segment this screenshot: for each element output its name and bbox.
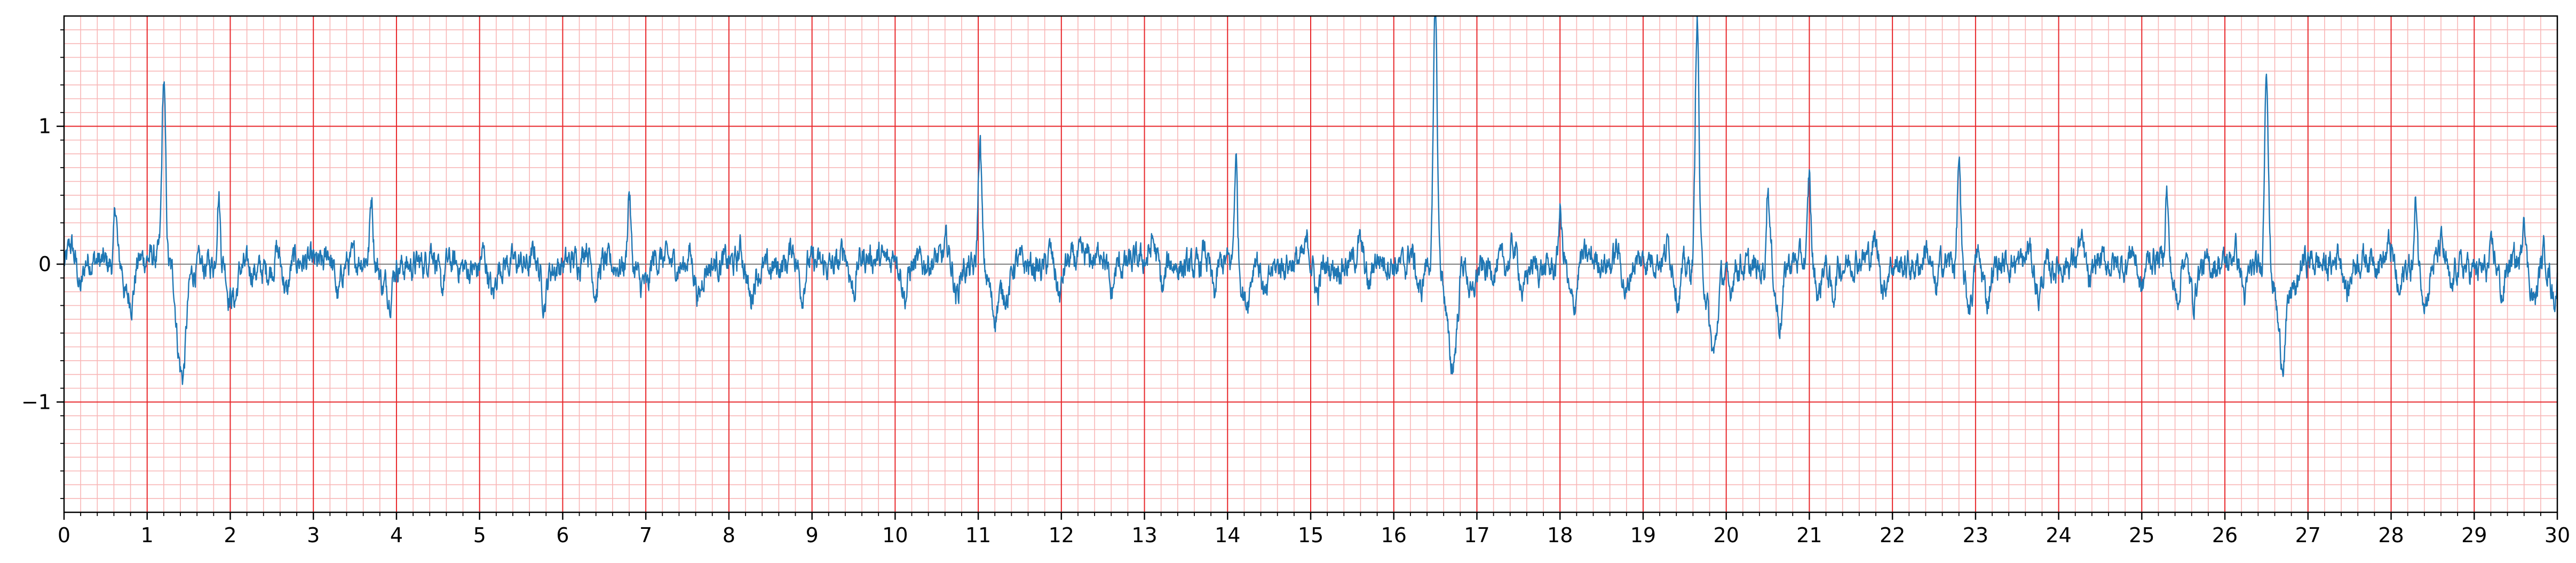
x-tick-label: 8	[723, 524, 735, 547]
x-tick-label: 2	[224, 524, 236, 547]
x-tick-label: 11	[965, 524, 991, 547]
x-tick-label: 0	[58, 524, 70, 547]
x-tick-label: 23	[1963, 524, 1988, 547]
x-tick-label: 1	[141, 524, 154, 547]
x-tick-label: 12	[1049, 524, 1074, 547]
x-tick-label: 29	[2461, 524, 2487, 547]
y-tick-label: 0	[38, 252, 51, 276]
x-tick-label: 26	[2212, 524, 2238, 547]
x-tick-label: 3	[307, 524, 320, 547]
x-tick-label: 28	[2378, 524, 2404, 547]
x-tick-label: 27	[2295, 524, 2321, 547]
x-tick-label: 14	[1215, 524, 1240, 547]
x-tick-label: 17	[1464, 524, 1489, 547]
x-tick-label: 13	[1131, 524, 1157, 547]
y-tick-label: 1	[38, 115, 51, 138]
ecg-signal-line	[63, 15, 2558, 385]
x-tick-label: 24	[2046, 524, 2071, 547]
x-axis-ticks: 0 1 2 3 4 5 6 7 8 9 10 11 12 13 14 15 16 17 18 19 20 21 22 23 24…	[58, 512, 2570, 547]
x-tick-label: 16	[1381, 524, 1407, 547]
x-tick-label: 30	[2545, 524, 2570, 547]
x-tick-label: 20	[1713, 524, 1739, 547]
x-tick-label: 18	[1547, 524, 1573, 547]
x-tick-label: 21	[1796, 524, 1822, 547]
x-tick-label: 4	[390, 524, 403, 547]
x-tick-label: 25	[2129, 524, 2154, 547]
x-tick-label: 5	[473, 524, 486, 547]
x-tick-label: 10	[882, 524, 908, 547]
x-tick-label: 15	[1298, 524, 1323, 547]
x-tick-label: 7	[639, 524, 652, 547]
x-tick-label: 19	[1630, 524, 1656, 547]
x-tick-label: 22	[1880, 524, 1905, 547]
y-axis-ticks: 1 0 −1	[21, 29, 64, 499]
x-tick-label: 6	[556, 524, 569, 547]
x-tick-label: 9	[806, 524, 819, 547]
y-tick-label: −1	[21, 390, 51, 414]
